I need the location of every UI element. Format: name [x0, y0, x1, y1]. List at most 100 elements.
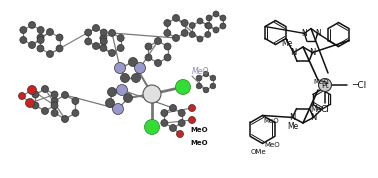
Circle shape	[20, 36, 27, 43]
Circle shape	[124, 93, 133, 103]
Text: Me: Me	[281, 39, 292, 48]
Circle shape	[28, 22, 36, 28]
Circle shape	[37, 45, 44, 52]
Text: MeO: MeO	[263, 119, 279, 124]
Circle shape	[93, 43, 99, 49]
Text: N: N	[290, 48, 297, 57]
Circle shape	[144, 119, 160, 135]
Text: Me: Me	[310, 105, 321, 114]
Circle shape	[72, 98, 79, 104]
Circle shape	[155, 59, 161, 67]
Circle shape	[85, 38, 92, 45]
Text: N: N	[309, 48, 316, 57]
Circle shape	[161, 119, 168, 127]
Circle shape	[178, 109, 185, 116]
Circle shape	[172, 14, 180, 22]
Circle shape	[100, 38, 107, 45]
Circle shape	[37, 36, 44, 43]
Circle shape	[164, 20, 171, 27]
Circle shape	[117, 35, 124, 41]
Circle shape	[51, 102, 58, 109]
Circle shape	[319, 78, 332, 91]
Text: MeO: MeO	[265, 142, 280, 148]
Circle shape	[210, 83, 216, 89]
Circle shape	[107, 88, 116, 96]
Circle shape	[72, 109, 79, 116]
Circle shape	[32, 102, 39, 109]
Circle shape	[178, 119, 185, 127]
Circle shape	[100, 35, 107, 41]
Circle shape	[20, 27, 27, 33]
Circle shape	[113, 104, 122, 114]
Circle shape	[220, 23, 226, 29]
Text: Me: Me	[287, 122, 298, 131]
Circle shape	[51, 98, 58, 104]
Circle shape	[220, 15, 226, 21]
Circle shape	[25, 98, 34, 108]
Circle shape	[135, 62, 146, 74]
Text: Cl: Cl	[321, 104, 330, 114]
Circle shape	[129, 57, 138, 67]
Circle shape	[196, 75, 202, 81]
Circle shape	[206, 23, 212, 29]
Circle shape	[189, 104, 195, 111]
Circle shape	[116, 64, 124, 72]
Text: MeO: MeO	[192, 67, 209, 77]
Circle shape	[115, 62, 125, 74]
Circle shape	[46, 51, 54, 57]
Circle shape	[19, 93, 25, 100]
Circle shape	[108, 30, 116, 36]
Circle shape	[175, 80, 191, 95]
Circle shape	[197, 36, 203, 42]
Circle shape	[37, 34, 44, 41]
Circle shape	[121, 74, 130, 82]
Circle shape	[145, 54, 152, 61]
Circle shape	[62, 116, 68, 122]
Circle shape	[213, 27, 219, 33]
Circle shape	[189, 116, 195, 124]
Text: MeO: MeO	[314, 79, 329, 85]
Circle shape	[164, 43, 171, 50]
Circle shape	[56, 45, 63, 52]
Circle shape	[93, 25, 99, 32]
Circle shape	[32, 91, 39, 98]
Text: MeO: MeO	[190, 127, 208, 133]
Circle shape	[51, 91, 58, 98]
Circle shape	[197, 18, 203, 24]
Circle shape	[117, 44, 124, 51]
Circle shape	[210, 75, 216, 81]
Text: ─Cl: ─Cl	[352, 80, 366, 90]
Circle shape	[169, 124, 177, 132]
Circle shape	[51, 109, 58, 116]
Circle shape	[62, 91, 68, 98]
Text: MeO: MeO	[190, 140, 208, 146]
Circle shape	[118, 85, 127, 95]
Circle shape	[100, 29, 107, 36]
Circle shape	[203, 87, 209, 93]
Circle shape	[56, 34, 63, 41]
Circle shape	[196, 83, 202, 89]
Text: N: N	[315, 29, 321, 38]
Circle shape	[85, 29, 92, 36]
Circle shape	[181, 30, 188, 36]
Circle shape	[177, 130, 183, 137]
Circle shape	[135, 64, 144, 72]
Circle shape	[42, 108, 48, 114]
Circle shape	[189, 22, 195, 28]
Circle shape	[161, 109, 168, 116]
Text: Pt: Pt	[321, 80, 329, 90]
Circle shape	[100, 44, 107, 51]
Circle shape	[105, 98, 115, 108]
Text: N: N	[310, 113, 317, 122]
Text: N: N	[289, 113, 296, 122]
Circle shape	[169, 104, 177, 111]
Circle shape	[189, 32, 195, 38]
Circle shape	[203, 71, 209, 77]
Circle shape	[113, 103, 124, 114]
Text: OMe: OMe	[251, 150, 266, 155]
Circle shape	[108, 49, 116, 56]
Circle shape	[145, 43, 152, 50]
Circle shape	[205, 22, 211, 28]
Circle shape	[164, 30, 171, 36]
Circle shape	[205, 32, 211, 38]
